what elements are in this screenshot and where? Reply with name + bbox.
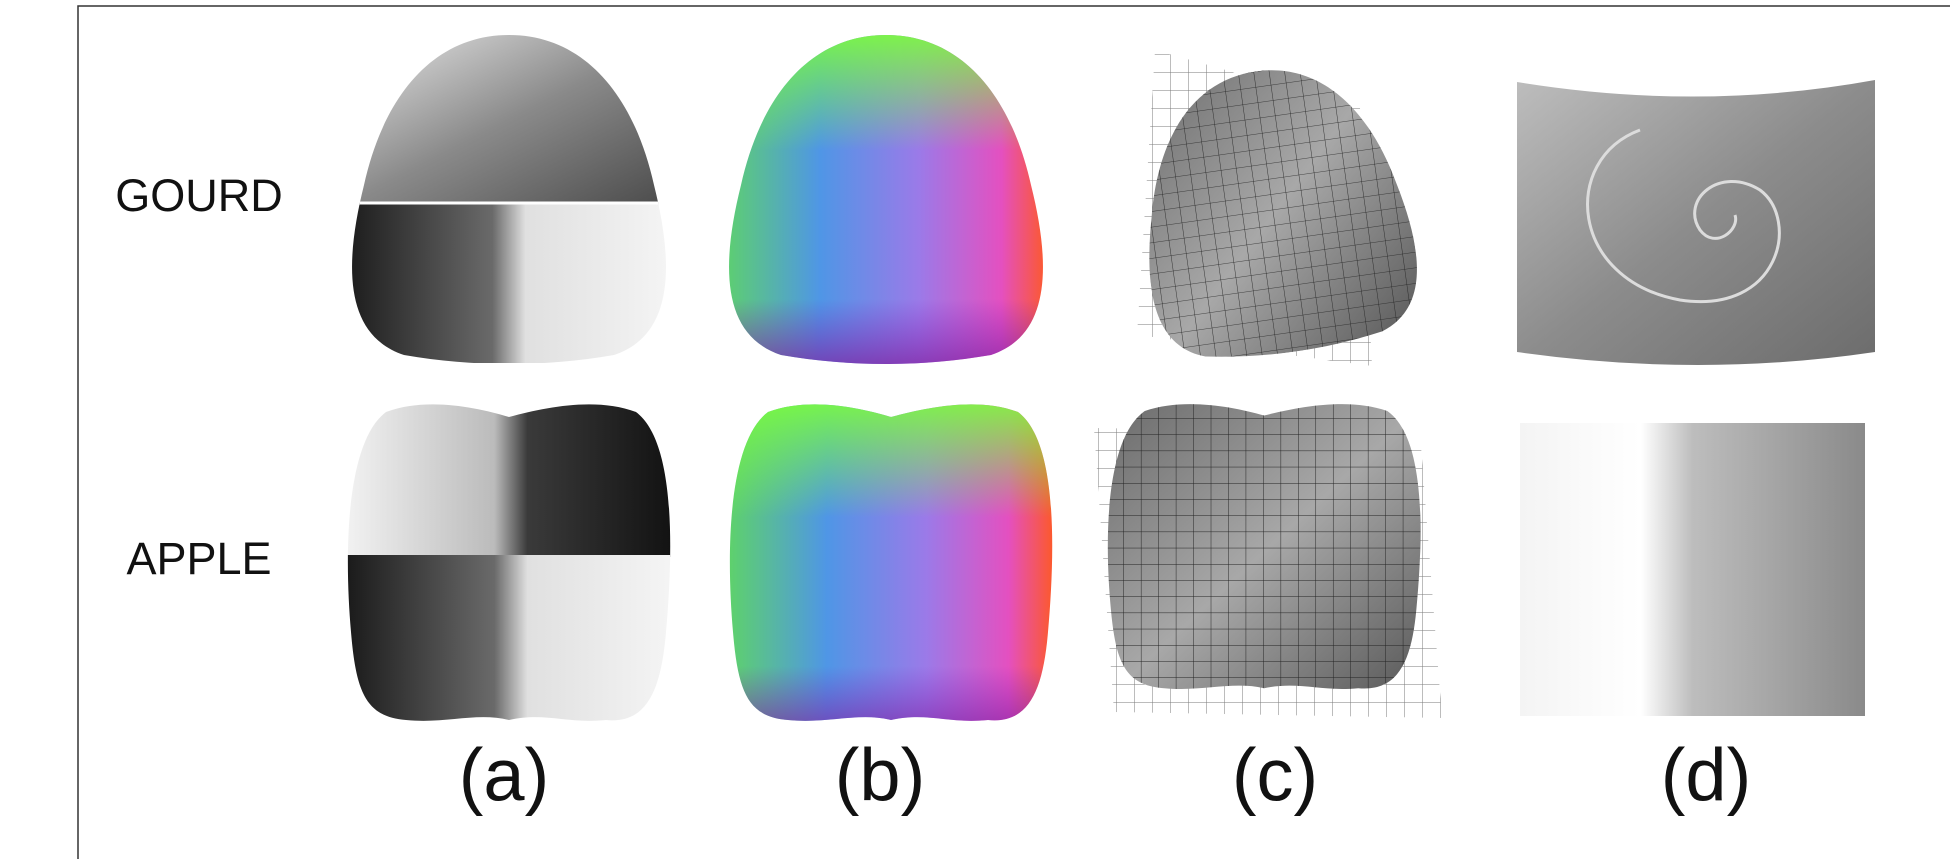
image-d-apple bbox=[1520, 423, 1865, 716]
column-label: (b) bbox=[835, 734, 925, 817]
image-c-gourd bbox=[1117, 50, 1434, 372]
row-label: GOURD bbox=[115, 170, 283, 221]
column-label: (a) bbox=[459, 734, 549, 817]
image-c-apple bbox=[1094, 402, 1442, 718]
column-label: (c) bbox=[1232, 734, 1318, 817]
row-label: APPLE bbox=[126, 533, 271, 584]
column-label: (d) bbox=[1661, 734, 1751, 817]
image-d-gourd bbox=[1517, 80, 1875, 365]
image-b-apple bbox=[728, 402, 1058, 732]
image-a-gourd bbox=[344, 35, 674, 363]
image-b-gourd bbox=[721, 35, 1051, 365]
image-a-apple bbox=[346, 402, 676, 725]
figure: GOURD APPLE (a) (b) bbox=[0, 0, 1950, 859]
page: GOURD APPLE (a) (b) bbox=[0, 0, 1950, 859]
